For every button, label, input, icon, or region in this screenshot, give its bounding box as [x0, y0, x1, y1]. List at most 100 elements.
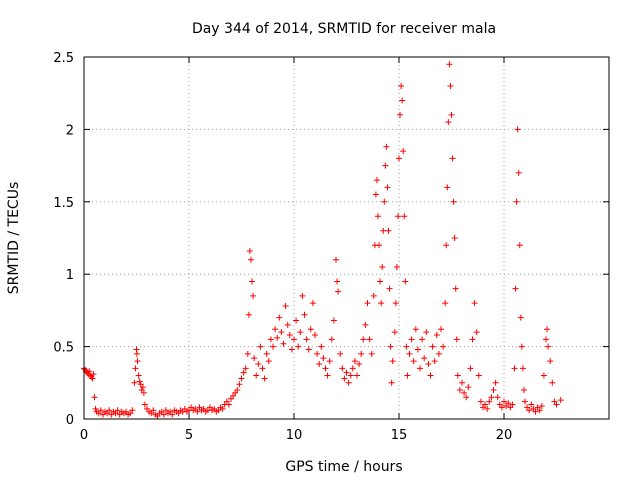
- data-point: [467, 365, 474, 372]
- data-point: [314, 350, 321, 357]
- data-point: [330, 317, 337, 324]
- data-point: [320, 355, 327, 362]
- data-point: [388, 379, 395, 386]
- data-point: [379, 263, 386, 270]
- data-point: [375, 213, 381, 220]
- data-point: [421, 355, 428, 362]
- data-point: [490, 387, 497, 394]
- data-point: [305, 346, 312, 353]
- data-point: [414, 346, 421, 353]
- data-point: [169, 411, 176, 418]
- data-point: [438, 326, 444, 333]
- data-point: [337, 350, 344, 357]
- data-point: [446, 61, 453, 68]
- data-point: [225, 401, 232, 408]
- data-point: [303, 336, 310, 343]
- data-point: [362, 321, 369, 328]
- data-point: [92, 405, 99, 412]
- data-point: [129, 407, 136, 414]
- data-point: [97, 407, 104, 414]
- data-point: [553, 401, 560, 408]
- data-point: [242, 365, 249, 372]
- data-point: [250, 292, 257, 299]
- data-point: [387, 343, 394, 350]
- data-point: [139, 384, 146, 391]
- data-point: [284, 321, 291, 328]
- data-point: [339, 365, 346, 372]
- data-point: [501, 398, 507, 405]
- data-point: [297, 329, 304, 336]
- data-point: [454, 372, 461, 379]
- data-point: [376, 242, 383, 249]
- data-point: [267, 336, 274, 343]
- data-point: [404, 372, 411, 379]
- data-point: [307, 326, 314, 333]
- data-point: [543, 336, 549, 343]
- data-point: [246, 248, 253, 255]
- data-point: [261, 375, 268, 382]
- data-point: [368, 350, 375, 357]
- x-tick-label: 10: [286, 428, 303, 443]
- data-point: [373, 177, 380, 184]
- x-tick-label: 5: [185, 428, 193, 443]
- data-point: [253, 372, 260, 379]
- data-point: [286, 332, 293, 339]
- data-point: [194, 408, 201, 415]
- data-point: [494, 394, 501, 401]
- data-point: [463, 394, 470, 401]
- data-point: [384, 184, 391, 191]
- data-point: [382, 162, 389, 169]
- data-point: [255, 360, 262, 367]
- data-point: [515, 169, 522, 176]
- data-point: [400, 148, 407, 155]
- data-point: [545, 343, 552, 350]
- data-point: [106, 407, 113, 414]
- grid-lines: [84, 57, 609, 419]
- data-point: [295, 343, 302, 350]
- data-point: [274, 334, 281, 341]
- data-point: [381, 198, 388, 205]
- data-point: [245, 311, 252, 318]
- data-point: [114, 407, 121, 414]
- data-point: [511, 365, 518, 372]
- x-tick-label: 0: [80, 428, 88, 443]
- data-point: [547, 358, 554, 365]
- data-point: [475, 372, 482, 379]
- data-point: [257, 343, 264, 350]
- data-point: [276, 314, 283, 321]
- data-point: [403, 343, 410, 350]
- data-point: [335, 288, 342, 295]
- data-point: [392, 300, 399, 307]
- data-point: [518, 343, 525, 350]
- data-point: [385, 227, 392, 234]
- data-point: [408, 336, 415, 343]
- data-point: [351, 358, 358, 365]
- data-point: [526, 407, 533, 414]
- x-tick-label: 15: [391, 428, 408, 443]
- data-point: [360, 336, 367, 343]
- data-point: [358, 350, 365, 357]
- data-point: [334, 278, 341, 285]
- data-point: [440, 343, 447, 350]
- data-point: [378, 300, 385, 307]
- chart-title: Day 344 of 2014, SRMTID for receiver mal…: [192, 21, 496, 37]
- data-point: [234, 387, 241, 394]
- data-point: [383, 143, 390, 150]
- data-point: [343, 369, 350, 376]
- data-point: [263, 350, 270, 357]
- data-point: [270, 343, 276, 350]
- data-point: [247, 256, 254, 263]
- data-point: [419, 336, 426, 343]
- data-point: [280, 340, 287, 347]
- data-point: [272, 326, 279, 333]
- data-point: [345, 379, 352, 386]
- data-point: [435, 350, 442, 357]
- data-point: [520, 387, 527, 394]
- data-point: [240, 369, 247, 376]
- data-point: [498, 404, 505, 411]
- data-point: [341, 375, 348, 382]
- data-point: [372, 191, 379, 198]
- data-point: [318, 343, 325, 350]
- data-point: [349, 365, 356, 372]
- data-point: [401, 213, 408, 220]
